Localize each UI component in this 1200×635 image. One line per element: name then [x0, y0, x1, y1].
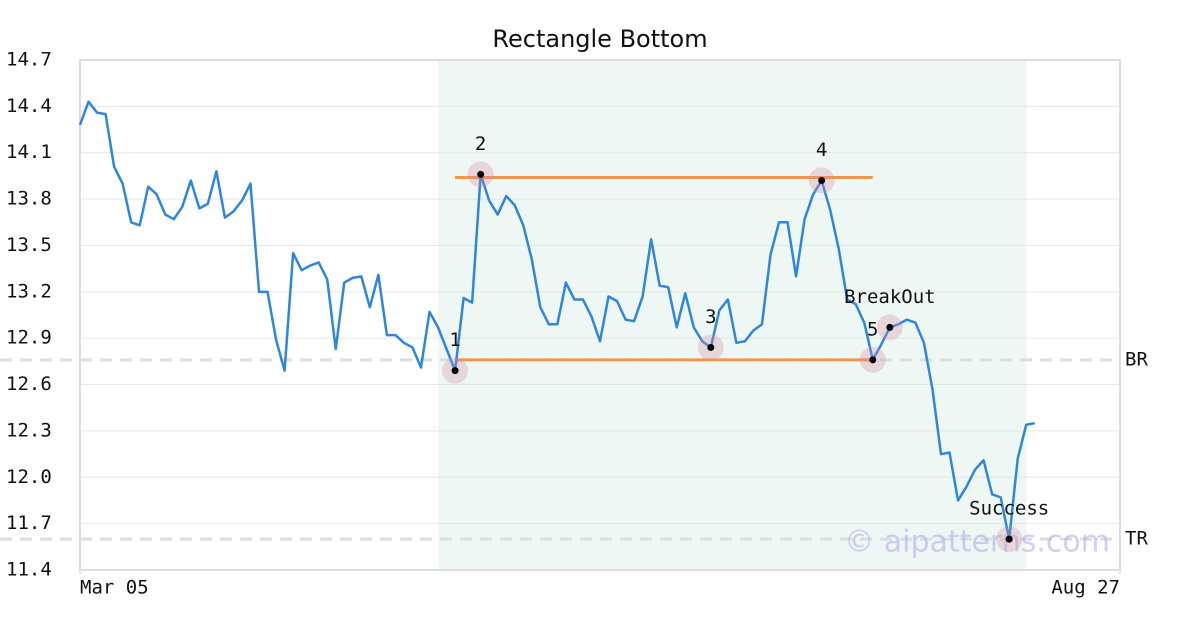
y-tick-label: 12.9 [6, 327, 52, 349]
point-label: 5 [867, 318, 878, 340]
point [451, 367, 459, 375]
plot-border [79, 59, 1121, 571]
x-tick-label: Aug 27 [1051, 577, 1120, 599]
point [886, 323, 894, 331]
y-tick-label: 12.6 [6, 373, 52, 395]
point-label: 2 [475, 133, 486, 155]
point-label: BreakOut [844, 286, 936, 308]
y-tick-label: 14.7 [6, 49, 52, 71]
y-tick-label: 11.4 [6, 559, 52, 581]
point-label: Success [969, 498, 1049, 520]
y-tick-label: 14.4 [6, 95, 52, 117]
chart-title: Rectangle Bottom [492, 25, 707, 53]
y-tick-label: 13.8 [6, 188, 52, 210]
point [818, 177, 826, 185]
point [1005, 535, 1013, 543]
price-line [78, 100, 1035, 541]
point [707, 343, 715, 351]
y-tick-label: 12.3 [6, 419, 52, 441]
point [869, 356, 877, 364]
y-tick-label: 13.5 [6, 234, 52, 256]
y-tick-label: 14.1 [6, 141, 52, 163]
y-tick-label: 11.7 [6, 512, 52, 534]
x-tick-label: Mar 05 [80, 577, 149, 599]
point-label: 4 [816, 139, 827, 161]
watermark: © aipatterns.com [844, 525, 1110, 560]
point-label: 3 [705, 306, 716, 328]
reference-label: TR [1125, 528, 1148, 550]
point [477, 170, 485, 178]
point-label: 1 [449, 329, 460, 351]
y-tick-label: 13.2 [6, 280, 52, 302]
y-tick-label: 12.0 [6, 466, 52, 488]
reference-label: BR [1125, 348, 1148, 370]
